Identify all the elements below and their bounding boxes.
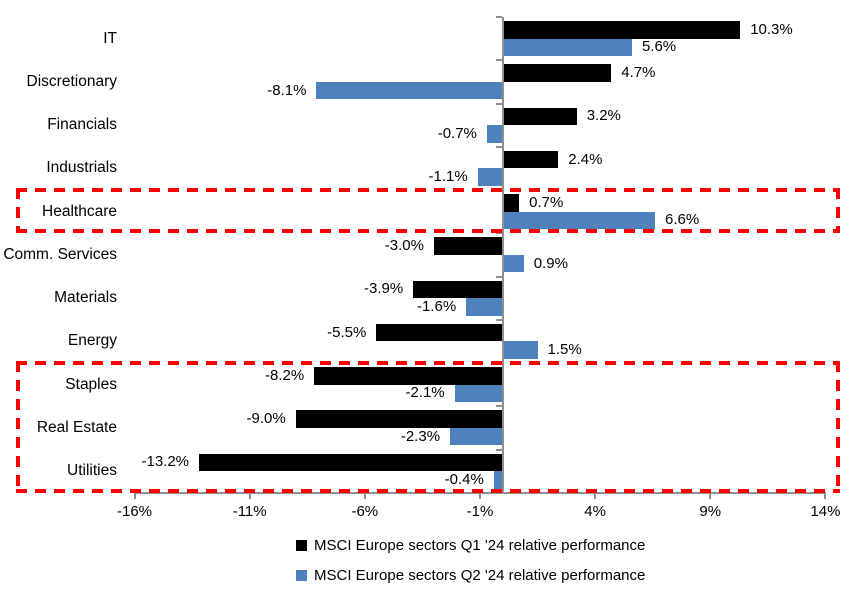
y-axis-tick bbox=[496, 318, 502, 321]
value-label-q2-energy: 1.5% bbox=[547, 341, 582, 359]
y-axis-tick bbox=[496, 405, 502, 408]
x-tick-label-1: -1% bbox=[466, 503, 494, 520]
value-label-q2-comm-services: 0.9% bbox=[533, 254, 568, 272]
x-axis-tick bbox=[133, 491, 136, 499]
bar-q1-real-estate bbox=[295, 410, 503, 428]
y-axis-tick bbox=[496, 448, 502, 451]
x-axis-tick bbox=[248, 491, 251, 499]
highlight-border bbox=[16, 361, 840, 365]
bar-q2-healthcare bbox=[503, 211, 655, 230]
bar-q2-real-estate bbox=[450, 427, 503, 446]
bar-q2-industrials bbox=[477, 168, 503, 186]
value-label-q1-energy: -5.5% bbox=[327, 323, 367, 341]
bar-q1-materials bbox=[413, 280, 503, 299]
bar-q2-staples bbox=[454, 384, 503, 403]
bar-q1-staples bbox=[314, 367, 503, 385]
value-label-q2-healthcare: 6.6% bbox=[664, 211, 700, 229]
x-tick-label-6: -6% bbox=[351, 503, 379, 520]
value-label-q2-financials: -0.7% bbox=[437, 124, 477, 142]
bar-q2-energy bbox=[503, 341, 538, 359]
category-label-healthcare: Healthcare bbox=[42, 202, 117, 220]
highlight-border bbox=[836, 188, 840, 234]
value-label-q1-real-estate: -9.0% bbox=[246, 410, 286, 428]
bar-q1-discretionary bbox=[503, 64, 612, 82]
highlight-border bbox=[16, 488, 840, 493]
bar-q1-healthcare bbox=[503, 194, 520, 212]
legend-swatch-q2-icon bbox=[296, 569, 307, 581]
x-axis-tick bbox=[363, 491, 366, 499]
category-label-discretionary: Discretionary bbox=[26, 72, 117, 90]
value-label-q1-healthcare: 0.7% bbox=[529, 193, 564, 211]
legend-label-q1: MSCI Europe sectors Q1 '24 relative perf… bbox=[314, 536, 646, 554]
value-label-q2-utilities: -0.4% bbox=[444, 470, 484, 488]
value-label-q1-financials: 3.2% bbox=[586, 107, 621, 125]
highlight-defensives-box bbox=[16, 361, 840, 493]
value-label-q2-it: 5.6% bbox=[641, 38, 677, 56]
bar-q1-energy bbox=[376, 323, 503, 342]
bar-q1-financials bbox=[503, 107, 577, 126]
highlight-border bbox=[16, 361, 20, 493]
value-label-q1-comm-services: -3.0% bbox=[384, 237, 424, 255]
category-label-industrials: Industrials bbox=[46, 159, 117, 177]
x-tick-label-11: -11% bbox=[232, 503, 267, 520]
y-axis-line bbox=[502, 17, 504, 493]
category-label-energy: Energy bbox=[67, 332, 117, 350]
legend-item-q1: MSCI Europe sectors Q1 '24 relative perf… bbox=[296, 534, 645, 556]
value-label-q1-discretionary: 4.7% bbox=[621, 64, 656, 82]
bar-q1-comm-services bbox=[433, 237, 503, 255]
value-label-q2-discretionary: -8.1% bbox=[267, 81, 307, 99]
legend-label-q2: MSCI Europe sectors Q2 '24 relative perf… bbox=[314, 566, 646, 584]
category-label-staples: Staples bbox=[65, 375, 117, 393]
x-axis-tick bbox=[709, 491, 712, 499]
y-axis-tick bbox=[496, 102, 502, 105]
legend-swatch-q1-icon bbox=[296, 539, 307, 551]
category-label-financials: Financials bbox=[47, 116, 117, 134]
y-axis-tick bbox=[496, 59, 502, 62]
value-label-q1-materials: -3.9% bbox=[364, 280, 404, 298]
highlight-healthcare-box bbox=[16, 188, 840, 234]
legend-item-q2: MSCI Europe sectors Q2 '24 relative perf… bbox=[296, 564, 645, 586]
x-tick-label-14: 14% bbox=[810, 503, 841, 520]
x-tick-label-4: 4% bbox=[584, 503, 606, 520]
category-label-utilities: Utilities bbox=[67, 462, 117, 480]
value-label-q2-industrials: -1.1% bbox=[428, 168, 468, 186]
x-axis-tick bbox=[594, 491, 597, 499]
category-label-real-estate: Real Estate bbox=[36, 418, 117, 436]
value-label-q1-staples: -8.2% bbox=[264, 366, 305, 384]
value-label-q1-industrials: 2.4% bbox=[568, 150, 603, 168]
bar-q1-utilities bbox=[199, 453, 503, 472]
y-axis-tick bbox=[496, 16, 502, 18]
bar-q2-materials bbox=[466, 298, 503, 316]
category-label-it: IT bbox=[103, 29, 117, 47]
bar-q1-it bbox=[503, 21, 741, 39]
x-tick-label-9: 9% bbox=[699, 503, 722, 520]
bar-q2-utilities bbox=[493, 471, 503, 489]
y-axis-tick bbox=[496, 275, 502, 278]
x-tick-label-16: -16% bbox=[117, 503, 153, 520]
x-axis-tick bbox=[478, 491, 481, 499]
value-label-q2-real-estate: -2.3% bbox=[400, 427, 441, 445]
highlight-border bbox=[16, 229, 840, 234]
value-label-q2-materials: -1.6% bbox=[416, 297, 457, 315]
bar-q2-financials bbox=[486, 125, 503, 143]
bar-q1-industrials bbox=[503, 150, 559, 169]
y-axis-tick bbox=[496, 232, 502, 235]
x-axis-tick bbox=[824, 491, 827, 499]
category-label-materials: Materials bbox=[54, 289, 117, 307]
category-label-comm-services: Comm. Services bbox=[3, 245, 117, 263]
highlight-border bbox=[16, 188, 840, 192]
value-label-q1-utilities: -13.2% bbox=[141, 453, 190, 471]
bar-q2-it bbox=[503, 38, 632, 57]
highlight-border bbox=[16, 188, 20, 234]
value-label-q2-staples: -2.1% bbox=[405, 384, 445, 402]
highlight-border bbox=[836, 361, 840, 493]
bar-q2-comm-services bbox=[503, 254, 524, 273]
y-axis-tick bbox=[496, 145, 502, 148]
legend: MSCI Europe sectors Q1 '24 relative perf… bbox=[296, 534, 645, 594]
value-label-q1-it: 10.3% bbox=[750, 20, 793, 38]
bar-q2-discretionary bbox=[316, 81, 503, 100]
